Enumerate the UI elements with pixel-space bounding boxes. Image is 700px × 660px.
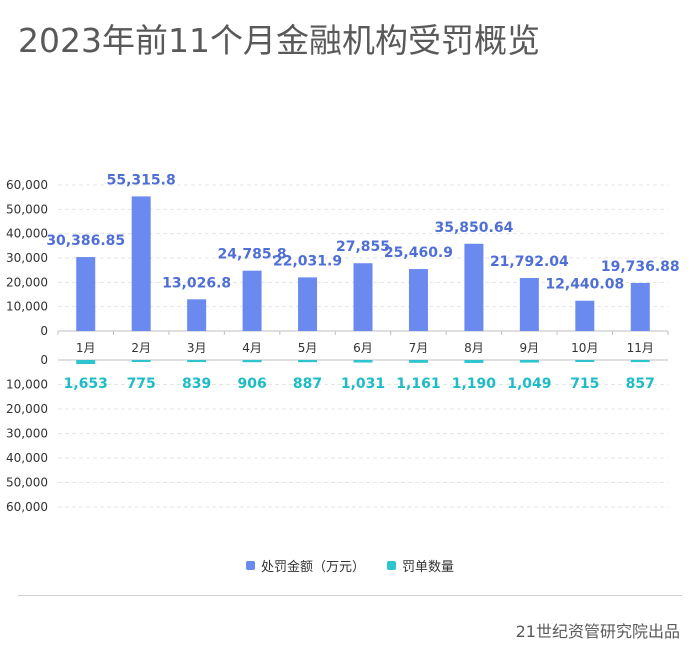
data-label-count: 715 <box>570 376 599 392</box>
x-tick-label: 5月 <box>298 341 318 355</box>
footer-source: 21世纪资管研究院出品 <box>515 622 680 641</box>
bar-count <box>298 360 318 363</box>
x-tick-label: 1月 <box>76 341 96 355</box>
data-label-amount: 27,855 <box>336 239 390 255</box>
legend-swatch-count <box>387 561 396 570</box>
bar-count <box>76 360 96 365</box>
data-label-count: 1,031 <box>341 376 385 392</box>
bar-amount <box>464 243 484 331</box>
bar-amount <box>408 269 428 331</box>
data-label-count: 775 <box>127 376 156 392</box>
legend-item-count[interactable]: 罚单数量 <box>387 556 454 575</box>
data-label-count: 1,653 <box>64 376 108 392</box>
y-tick-label: 60,000 <box>6 500 48 514</box>
y-tick-label: 40,000 <box>6 451 48 465</box>
bar-count <box>242 360 262 363</box>
x-tick-label: 7月 <box>409 341 429 355</box>
x-tick-label: 10月 <box>571 341 598 355</box>
y-tick-label: 30,000 <box>6 251 48 265</box>
data-label-count: 857 <box>626 376 655 392</box>
bar-count <box>131 360 151 362</box>
data-label-count: 1,190 <box>452 376 497 392</box>
data-label-amount: 12,440.08 <box>545 277 624 293</box>
data-label-amount: 30,386.85 <box>46 233 125 249</box>
data-label-amount: 21,792.04 <box>490 254 569 270</box>
legend-item-amount[interactable]: 处罚金额（万元） <box>245 556 365 575</box>
chart-legend: 处罚金额（万元） 罚单数量 <box>0 556 700 575</box>
y-tick-label: 50,000 <box>6 202 48 216</box>
chart: 0 10,000 20,000 30,000 40,000 50,000 60,000 0 10… <box>6 172 680 514</box>
bar-amount <box>298 277 318 331</box>
y-tick-label: 20,000 <box>6 402 48 416</box>
footer-divider <box>18 595 682 596</box>
data-label-count: 887 <box>293 376 322 392</box>
data-label-amount: 22,031.9 <box>273 253 342 269</box>
y-tick-label: 50,000 <box>6 476 48 490</box>
bar-amount <box>187 299 207 331</box>
data-label-amount: 24,785.8 <box>218 247 287 263</box>
y-tick-label: 0 <box>40 324 48 338</box>
bar-count <box>575 360 595 362</box>
bar-count <box>353 360 373 363</box>
bar-amount <box>519 277 539 331</box>
bar-count <box>630 360 650 363</box>
x-tick-label: 6月 <box>353 341 373 355</box>
y-tick-label: 20,000 <box>6 275 48 289</box>
legend-label-amount: 处罚金额（万元） <box>260 560 365 575</box>
y-tick-label: 60,000 <box>6 178 48 192</box>
data-label-amount: 35,850.64 <box>434 220 513 236</box>
y-tick-label: 0 <box>40 353 48 367</box>
bar-count <box>408 360 428 363</box>
bar-count <box>187 360 207 363</box>
bar-amount <box>353 263 373 331</box>
bar-amount <box>630 282 650 331</box>
data-label-amount: 55,315.8 <box>107 172 176 188</box>
y-tick-label: 10,000 <box>6 300 48 314</box>
bar-amount <box>76 257 96 331</box>
data-label-count: 839 <box>182 376 211 392</box>
y-tick-label: 30,000 <box>6 427 48 441</box>
legend-label-count: 罚单数量 <box>402 560 455 575</box>
data-label-count: 906 <box>237 376 266 392</box>
data-label-amount: 25,460.9 <box>384 245 453 261</box>
x-tick-label: 2月 <box>131 341 151 355</box>
x-tick-label: 9月 <box>520 341 540 355</box>
y-tick-label: 40,000 <box>6 227 48 241</box>
bar-amount <box>242 270 262 331</box>
bar-count <box>519 360 539 363</box>
bar-amount <box>575 300 595 331</box>
data-label-amount: 13,026.8 <box>162 275 231 291</box>
data-label-amount: 19,736.88 <box>601 259 680 275</box>
x-tick-label: 4月 <box>242 341 262 355</box>
page-title: 2023年前11个月金融机构受罚概览 <box>18 21 540 60</box>
x-tick-label: 8月 <box>464 341 484 355</box>
legend-swatch-amount <box>245 561 255 570</box>
x-tick-label: 11月 <box>627 341 654 355</box>
data-label-count: 1,049 <box>507 376 551 392</box>
x-tick-label: 3月 <box>187 341 207 355</box>
y-tick-label: 10,000 <box>6 378 48 392</box>
bar-amount <box>131 196 151 331</box>
bar-count <box>464 360 484 363</box>
data-label-count: 1,161 <box>396 376 440 392</box>
